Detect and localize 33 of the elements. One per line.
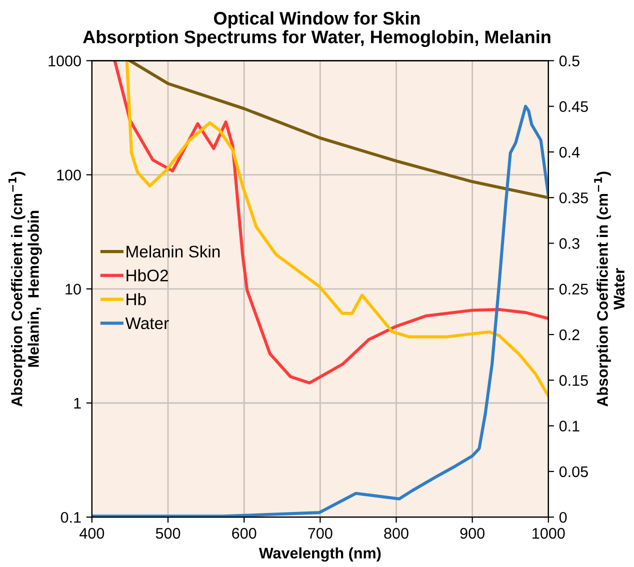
y2-tick-label: 0.3 xyxy=(559,238,580,249)
chart-subtitle: Absorption Spectrums for Water, Hemoglobin, Melanin xyxy=(83,30,550,48)
y2-tick-label: 0.35 xyxy=(559,192,588,204)
y-tick-label: 1000 xyxy=(48,56,81,66)
y2-tick-label: 0.15 xyxy=(559,375,588,386)
y2-tick-label: 0.4 xyxy=(559,146,580,158)
legend-label: HbO2 xyxy=(126,269,168,282)
y2-tick-label: 0.2 xyxy=(559,329,580,340)
y2-tick-label: 0.25 xyxy=(559,284,588,295)
x-tick-label: 600 xyxy=(232,528,256,539)
legend-label: Water xyxy=(125,318,169,330)
y-tick-label: 0.1 xyxy=(60,512,81,523)
y-tick-label: 1 xyxy=(74,398,81,409)
legend-label: Hb xyxy=(126,293,146,306)
x-tick-label: 1000 xyxy=(532,528,565,539)
y2-tick-label: 0.5 xyxy=(559,56,580,66)
y2-tick-label: 0.45 xyxy=(559,101,588,112)
x-axis-title: Wavelength (nm) xyxy=(258,547,381,562)
y-tick-label: 100 xyxy=(57,170,81,180)
x-tick-label: 900 xyxy=(460,528,484,539)
legend-label: Melanin Skin xyxy=(126,245,220,258)
text: Absorption Coefficient in (cm$^{−1}$) Water xyxy=(594,172,625,407)
y-tick-label: 10 xyxy=(66,284,81,295)
chart-title: Optical Window for Skin xyxy=(214,11,420,28)
text: Absorption Coefficient in (cm$^{−1}$) Melanin, Hemoglobin xyxy=(8,172,42,407)
x-tick-label: 500 xyxy=(156,528,180,539)
x-tick-label: 700 xyxy=(308,528,332,539)
line-series xyxy=(128,60,548,200)
y2-tick-label: 0.1 xyxy=(559,420,580,432)
x-tick-label: 800 xyxy=(384,528,408,539)
x-tick-label: 400 xyxy=(80,528,104,539)
y2-tick-label: 0 xyxy=(559,512,567,523)
y2-tick-label: 0.05 xyxy=(559,466,588,478)
